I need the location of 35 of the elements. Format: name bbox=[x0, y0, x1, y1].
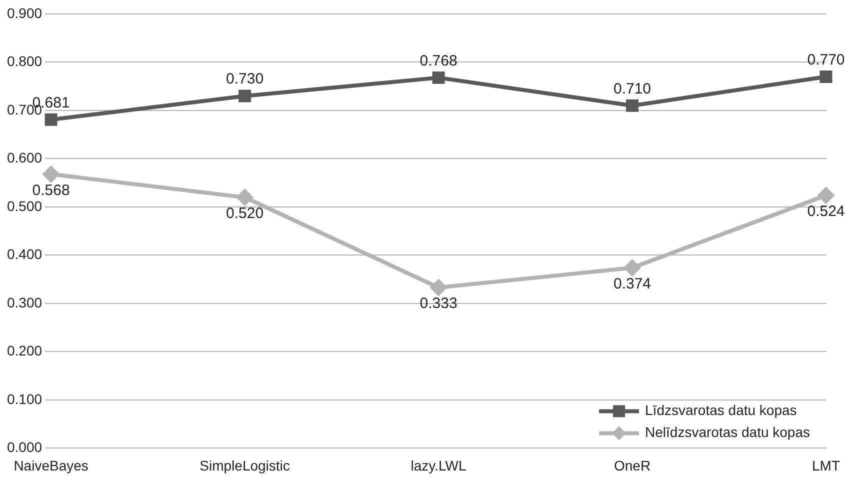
y-tick-label: 0.900 bbox=[6, 4, 42, 21]
point bbox=[818, 187, 834, 204]
data-label: 0.730 bbox=[226, 70, 264, 88]
x-tick-label: lazy.LWL bbox=[410, 457, 466, 474]
y-tick-label: 0.800 bbox=[6, 53, 42, 70]
x-tick-label: SimpleLogistic bbox=[200, 457, 290, 474]
point bbox=[44, 113, 58, 126]
y-tick-label: 0.400 bbox=[6, 246, 42, 262]
point bbox=[236, 189, 253, 206]
legend-label: Nelīdzsvarotas datu kopas bbox=[645, 424, 810, 440]
data-label: 0.768 bbox=[420, 52, 458, 70]
y-tick-label: 0.600 bbox=[6, 150, 42, 166]
point bbox=[430, 280, 447, 296]
data-label: 0.568 bbox=[32, 182, 70, 199]
point bbox=[238, 90, 252, 102]
x-tick-label: NaiveBayes bbox=[14, 457, 88, 474]
point bbox=[626, 99, 638, 112]
y-tick-label: 0.500 bbox=[6, 198, 42, 214]
point bbox=[43, 166, 60, 182]
data-label: 0.520 bbox=[226, 204, 264, 222]
point bbox=[820, 70, 832, 83]
point bbox=[624, 260, 640, 276]
y-tick-label: 0.000 bbox=[6, 439, 42, 456]
legend-label: Līdzsvarotas datu kopas bbox=[645, 402, 797, 418]
data-label: 0.374 bbox=[613, 275, 652, 292]
point bbox=[432, 71, 445, 84]
data-label: 0.524 bbox=[807, 203, 845, 220]
data-label: 0.770 bbox=[807, 51, 845, 68]
data-label: 0.710 bbox=[613, 80, 652, 98]
y-tick-label: 0.100 bbox=[6, 390, 42, 407]
x-tick-label: OneR bbox=[614, 457, 651, 474]
x-tick-label: LMT bbox=[812, 457, 840, 474]
y-tick-label: 0.300 bbox=[6, 294, 42, 310]
y-tick-label: 0.200 bbox=[6, 342, 42, 359]
data-label: 0.333 bbox=[420, 295, 458, 312]
